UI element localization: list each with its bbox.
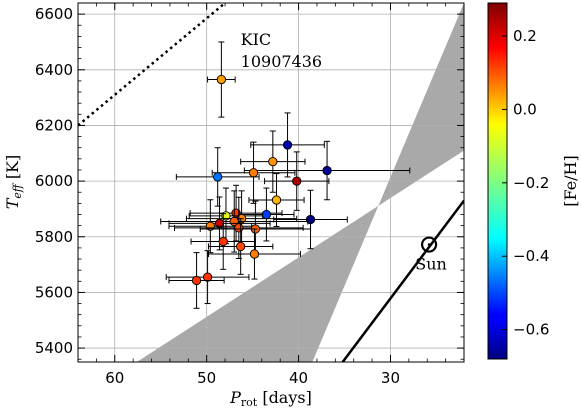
data-point-marker — [236, 241, 246, 252]
data-point — [211, 141, 296, 204]
point-layer — [160, 41, 438, 309]
data-point — [250, 112, 325, 178]
x-tick-label: 40 — [289, 369, 308, 387]
data-point — [238, 187, 295, 242]
data-point-marker — [261, 209, 272, 220]
data-point-marker — [216, 74, 227, 85]
y-axis-label-rest: [K] — [3, 155, 22, 185]
sun-label: Sun — [415, 255, 447, 274]
data-point — [208, 218, 274, 275]
data-point-marker — [191, 275, 202, 286]
colorbar-tick-label: −0.2 — [513, 174, 549, 192]
data-point — [175, 147, 260, 207]
axes-frame — [77, 2, 465, 363]
data-point-marker — [268, 156, 278, 167]
colorbar-ticks: −0.6 −0.4 −0.2 0.0 0.2 — [502, 27, 549, 339]
x-axis-label: Prot [days] — [229, 388, 312, 409]
x-tick-label: 60 — [105, 369, 124, 387]
data-point-marker — [292, 176, 302, 186]
y-tick-label: 5800 — [35, 228, 73, 246]
data-point — [273, 189, 348, 250]
dotted-line — [78, 3, 226, 127]
solid-line — [341, 199, 464, 362]
data-point — [168, 252, 225, 309]
data-point — [165, 250, 250, 305]
data-point — [248, 173, 305, 227]
gray-band — [136, 3, 464, 362]
data-point — [240, 130, 306, 193]
gray-band-layer — [136, 3, 464, 362]
colorbar: −0.6 −0.4 −0.2 0.0 0.2 [Fe/H] — [487, 2, 580, 360]
data-point — [207, 41, 236, 118]
y-tick-label: 6600 — [35, 5, 73, 23]
colorbar-tick-label: −0.4 — [513, 247, 549, 265]
data-point-marker — [249, 249, 260, 259]
colorbar-tick-label: 0.2 — [513, 27, 537, 45]
annotation-line-2: 10907436 — [241, 52, 322, 71]
data-point-marker — [322, 165, 332, 176]
data-point-marker — [248, 168, 259, 178]
y-tick-label: 6200 — [35, 116, 73, 134]
line-layer — [78, 3, 464, 362]
colorbar-gradient — [487, 2, 508, 360]
y-axis-label-sub: eff — [11, 182, 24, 199]
x-tick-label: 50 — [197, 369, 216, 387]
x-axis-label-rest: [days] — [257, 388, 312, 407]
y-tick-label: 6400 — [35, 61, 73, 79]
x-axis-label-sub: rot — [241, 396, 258, 409]
data-point-marker — [234, 223, 244, 233]
y-tick-label: 6000 — [35, 172, 73, 190]
data-point-marker — [202, 272, 213, 282]
y-tick-label: 5400 — [35, 339, 73, 357]
y-axis-label-main: T — [3, 197, 22, 209]
data-point — [208, 228, 301, 280]
x-axis-label-main: P — [229, 388, 241, 407]
annotation-layer: KIC 10907436 Sun — [241, 30, 447, 273]
data-point-marker — [213, 172, 223, 182]
data-point — [264, 151, 330, 211]
annotation-line-1: KIC — [241, 30, 272, 49]
sun-marker — [420, 236, 438, 253]
data-point-marker — [271, 195, 282, 205]
x-tick-label: 30 — [381, 369, 400, 387]
colorbar-tick-label: −0.6 — [513, 321, 549, 339]
sun-marker-center — [427, 243, 431, 246]
y-axis-label: Teff [K] — [3, 155, 24, 210]
colorbar-tick-label: 0.0 — [513, 100, 537, 118]
data-point-marker — [218, 236, 228, 247]
colorbar-label: [Fe/H] — [561, 155, 580, 207]
data-point-marker — [305, 214, 316, 225]
y-tick-label: 5600 — [35, 283, 73, 301]
data-point-marker — [282, 140, 293, 150]
tick-layer: 60 50 40 30 5400 5600 5800 6000 6200 6400 6600 — [35, 2, 465, 387]
data-point — [190, 213, 256, 270]
